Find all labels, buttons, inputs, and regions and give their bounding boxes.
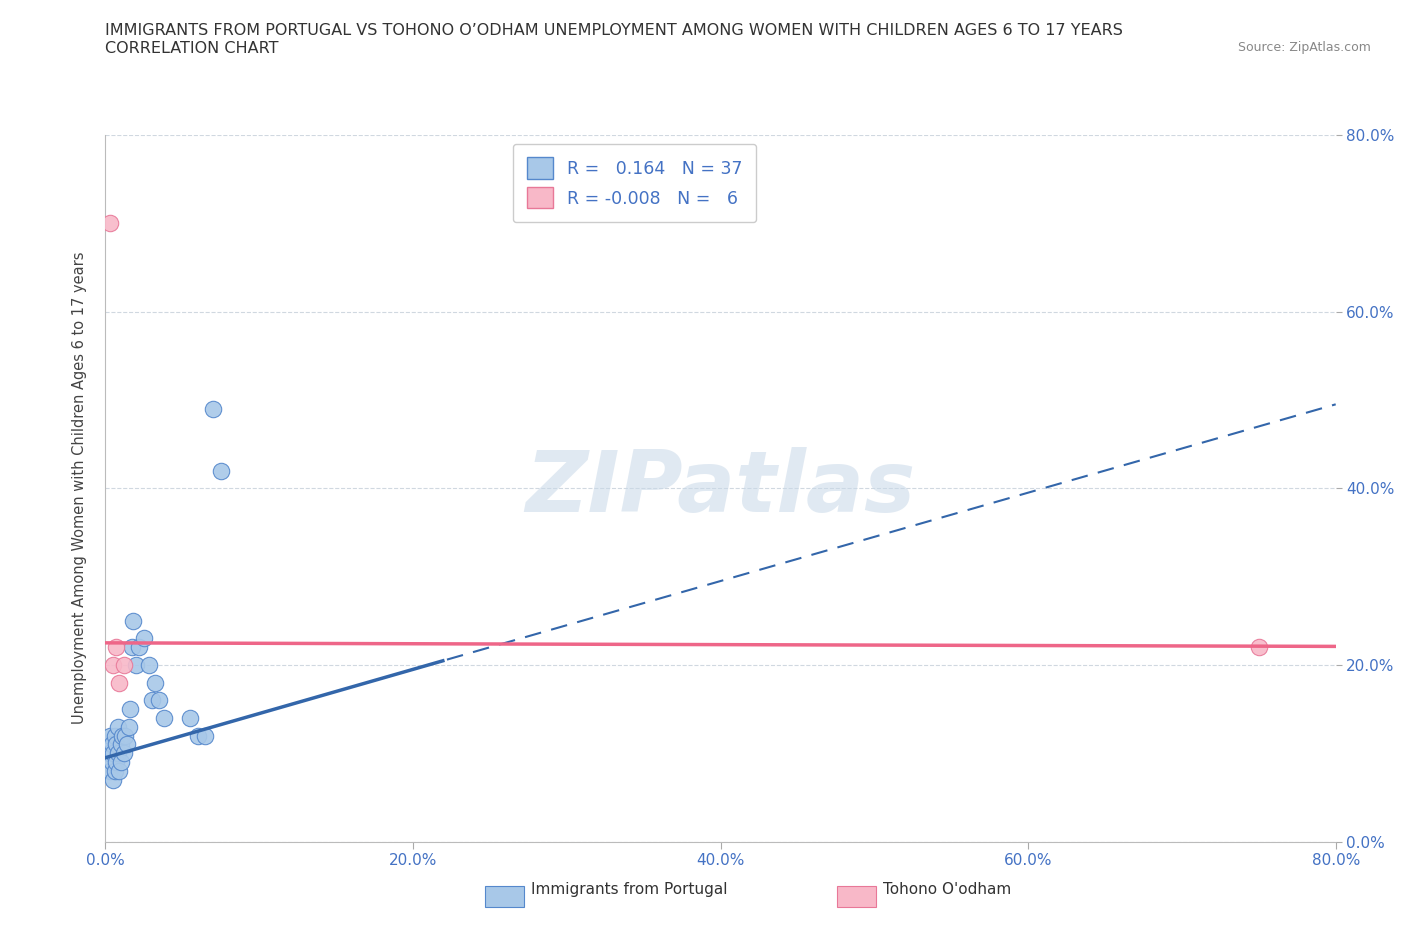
Point bbox=[104, 728, 127, 743]
Point bbox=[104, 764, 127, 778]
Text: CORRELATION CHART: CORRELATION CHART bbox=[105, 41, 278, 56]
Point bbox=[101, 746, 124, 761]
Point bbox=[121, 640, 143, 655]
Text: Tohono O'odham: Tohono O'odham bbox=[883, 883, 1011, 897]
Point bbox=[115, 737, 138, 751]
Point bbox=[125, 658, 148, 672]
Point bbox=[117, 720, 139, 735]
Point bbox=[105, 737, 128, 751]
Point bbox=[114, 728, 136, 743]
Point bbox=[100, 737, 122, 751]
Point bbox=[108, 675, 131, 690]
Point bbox=[98, 764, 121, 778]
Point bbox=[194, 728, 217, 743]
Text: Source: ZipAtlas.com: Source: ZipAtlas.com bbox=[1237, 41, 1371, 54]
Y-axis label: Unemployment Among Women with Children Ages 6 to 17 years: Unemployment Among Women with Children A… bbox=[72, 252, 87, 724]
Point bbox=[112, 658, 135, 672]
Point bbox=[107, 746, 129, 761]
Point bbox=[128, 640, 150, 655]
Point bbox=[101, 658, 124, 672]
Point bbox=[179, 711, 201, 725]
Point bbox=[101, 772, 124, 787]
Point bbox=[141, 693, 163, 708]
Point bbox=[98, 216, 121, 231]
Point bbox=[108, 764, 131, 778]
Point bbox=[187, 728, 209, 743]
Point bbox=[209, 463, 232, 478]
Point bbox=[120, 702, 141, 717]
Point bbox=[138, 658, 160, 672]
Text: IMMIGRANTS FROM PORTUGAL VS TOHONO O’ODHAM UNEMPLOYMENT AMONG WOMEN WITH CHILDRE: IMMIGRANTS FROM PORTUGAL VS TOHONO O’ODH… bbox=[105, 23, 1123, 38]
Point bbox=[112, 746, 135, 761]
Point bbox=[1247, 640, 1270, 655]
Point bbox=[107, 720, 129, 735]
Point bbox=[148, 693, 170, 708]
Point bbox=[98, 728, 121, 743]
Point bbox=[110, 755, 132, 770]
Text: Immigrants from Portugal: Immigrants from Portugal bbox=[531, 883, 728, 897]
Point bbox=[143, 675, 166, 690]
Point bbox=[110, 737, 132, 751]
Text: ZIPatlas: ZIPatlas bbox=[526, 446, 915, 530]
Point bbox=[111, 728, 134, 743]
Point bbox=[153, 711, 176, 725]
Point bbox=[122, 614, 145, 629]
Point bbox=[132, 631, 155, 646]
Legend: R =   0.164   N = 37, R = -0.008   N =   6: R = 0.164 N = 37, R = -0.008 N = 6 bbox=[513, 143, 756, 222]
Point bbox=[105, 755, 128, 770]
Point bbox=[105, 640, 128, 655]
Point bbox=[97, 746, 120, 761]
Point bbox=[202, 402, 225, 417]
Point bbox=[100, 755, 122, 770]
